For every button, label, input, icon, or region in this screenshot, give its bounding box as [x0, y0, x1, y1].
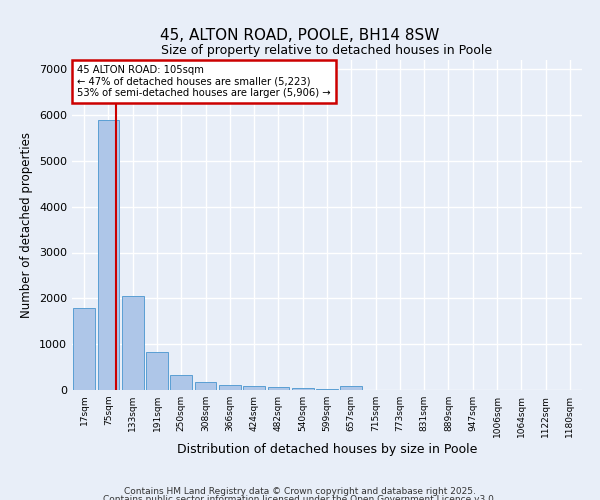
X-axis label: Distribution of detached houses by size in Poole: Distribution of detached houses by size …: [177, 442, 477, 456]
Bar: [243, 386, 265, 390]
Bar: [219, 385, 241, 390]
Bar: [170, 375, 192, 390]
Bar: [146, 352, 168, 390]
Bar: [340, 386, 362, 390]
Text: 45 ALTON ROAD: 105sqm
← 47% of detached houses are smaller (5,223)
53% of semi-d: 45 ALTON ROAD: 105sqm ← 47% of detached …: [77, 65, 331, 98]
Bar: [73, 308, 95, 390]
Bar: [292, 388, 314, 390]
Text: Contains HM Land Registry data © Crown copyright and database right 2025.: Contains HM Land Registry data © Crown c…: [124, 488, 476, 496]
Bar: [122, 296, 143, 390]
Text: Contains public sector information licensed under the Open Government Licence v3: Contains public sector information licen…: [103, 495, 497, 500]
Bar: [268, 388, 289, 390]
Bar: [97, 120, 119, 390]
Bar: [194, 382, 217, 390]
Title: Size of property relative to detached houses in Poole: Size of property relative to detached ho…: [161, 44, 493, 58]
Bar: [316, 388, 338, 390]
Y-axis label: Number of detached properties: Number of detached properties: [20, 132, 34, 318]
Text: 45, ALTON ROAD, POOLE, BH14 8SW: 45, ALTON ROAD, POOLE, BH14 8SW: [160, 28, 440, 42]
